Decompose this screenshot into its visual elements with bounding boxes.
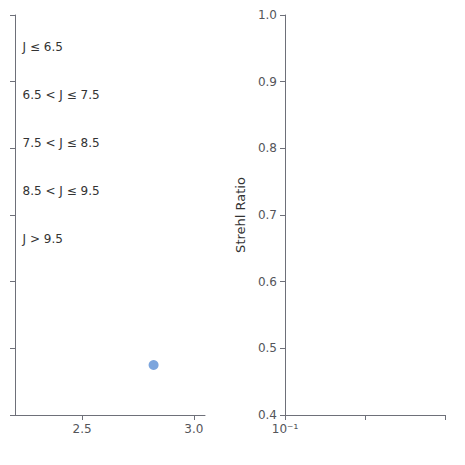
svg-text:0.9: 0.9 [258,75,277,89]
svg-text:1.0: 1.0 [258,8,277,22]
svg-text:Strehl Ratio: Strehl Ratio [233,177,248,253]
svg-text:0.6: 0.6 [258,275,277,289]
svg-text:3.0: 3.0 [184,422,203,436]
svg-text:J ≤ 6.5: J ≤ 6.5 [22,40,63,54]
svg-text:J > 9.5: J > 9.5 [22,232,63,246]
svg-text:0.5: 0.5 [258,341,277,355]
svg-text:2.5: 2.5 [73,422,92,436]
svg-text:7.5 < J ≤ 8.5: 7.5 < J ≤ 8.5 [23,136,100,150]
svg-text:10⁻¹: 10⁻¹ [272,422,299,436]
svg-text:6.5 < J ≤ 7.5: 6.5 < J ≤ 7.5 [23,88,100,102]
svg-text:8.5 < J ≤ 9.5: 8.5 < J ≤ 9.5 [23,184,100,198]
svg-text:0.7: 0.7 [258,208,277,222]
svg-text:0.4: 0.4 [258,408,277,422]
svg-text:0.8: 0.8 [258,141,277,155]
